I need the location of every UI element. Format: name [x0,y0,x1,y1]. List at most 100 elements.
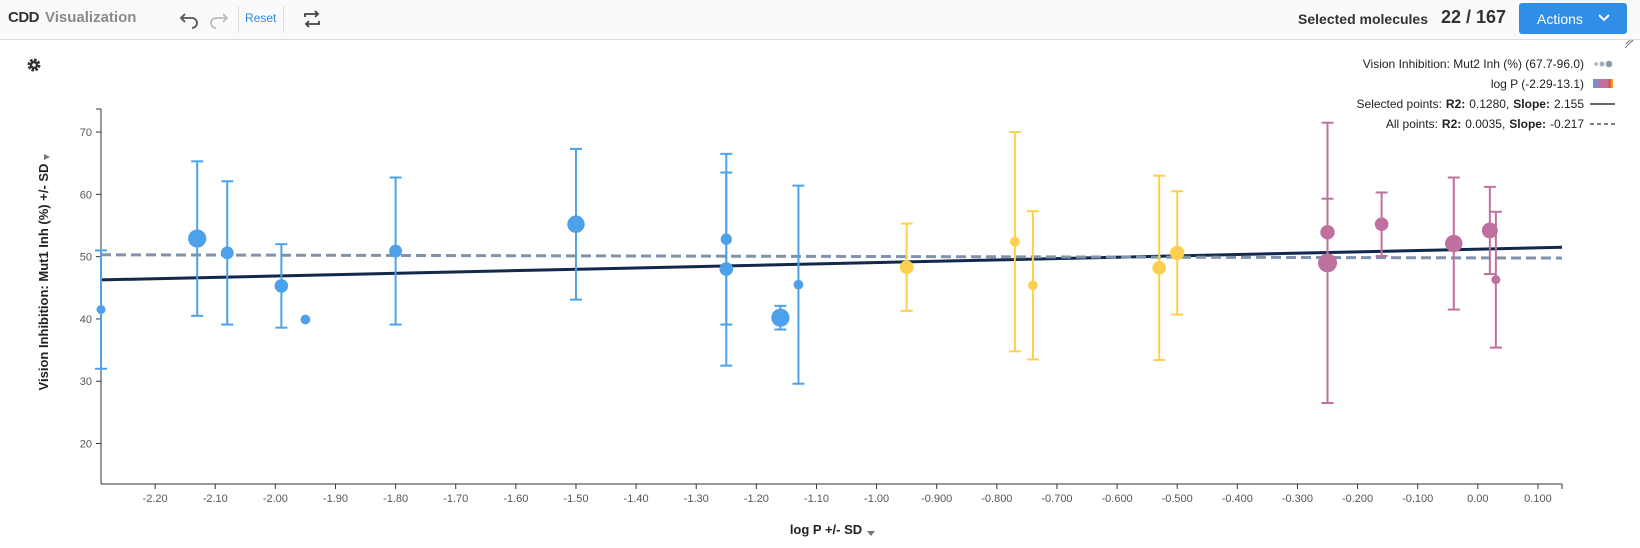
redo-button[interactable] [206,8,230,30]
swap-axes-button[interactable] [301,8,323,30]
point[interactable] [1028,280,1038,291]
chart: Vision Inhibition: Mut2 Inh (%) (67.7-96… [27,40,1634,537]
x-tick-label: -0.800 [981,493,1012,505]
actions-button[interactable]: Actions [1519,3,1627,34]
x-tick-label: -2.10 [203,493,228,505]
x-tick-label: -1.10 [804,493,829,505]
size-legend: Vision Inhibition: Mut2 Inh (%) (67.7-96… [1363,57,1584,71]
x-tick-label: 0.00 [1467,493,1488,505]
point[interactable] [1320,225,1335,240]
x-tick-label: 0.100 [1524,493,1552,505]
legend-dot [1594,62,1598,66]
r2-label: R2: [1446,97,1465,111]
point[interactable] [1445,234,1463,253]
point[interactable] [567,215,585,233]
slope-value: 2.155 [1554,97,1584,111]
x-tick-label: -1.90 [323,493,348,505]
separator [283,6,284,33]
point[interactable] [771,308,790,327]
point[interactable] [720,233,732,245]
fit-name: Selected points: [1357,97,1442,111]
point[interactable] [899,260,914,275]
regression-line [100,253,1563,260]
x-tick-label: -0.600 [1101,493,1132,505]
point[interactable] [1009,236,1020,247]
point[interactable] [300,314,311,325]
x-tick-label: -0.100 [1402,493,1433,505]
x-tick-label: -1.50 [563,493,588,505]
r2-value: 0.1280 [1469,97,1506,111]
x-tick-label: -0.700 [1041,493,1072,505]
slope-label: Slope: [1513,97,1550,111]
x-tick-label: -1.80 [383,493,408,505]
y-tick-label: 40 [80,314,92,326]
fit-legend: All points: R2: 0.0035, Slope: -0.217 [1386,117,1584,131]
legend-dot [1599,61,1605,67]
expand-icon[interactable] [1624,40,1634,49]
y-tick-label: 20 [80,439,92,451]
point[interactable] [1152,261,1166,275]
y-tick-label: 50 [80,252,92,264]
color-legend: log P (-2.29-13.1) [1491,77,1584,91]
swap-icon [304,10,320,28]
gear-teeth [27,58,41,72]
x-tick-label: -0.500 [1162,493,1193,505]
slope-label: Slope: [1509,117,1546,131]
separator: , [1506,97,1509,111]
x-tick-label: -0.900 [921,493,952,505]
r2-value: 0.0035 [1465,117,1502,131]
legend-dot [1605,60,1613,68]
x-tick-label: -1.20 [744,493,769,505]
point[interactable] [719,262,734,276]
separator [238,6,239,33]
point[interactable] [1318,253,1338,273]
undo-button[interactable] [178,8,202,30]
color-scale [1593,79,1613,88]
y-tick-label: 70 [80,127,92,139]
point[interactable] [1491,275,1501,285]
fit-name: All points: [1386,117,1438,131]
undo-icon [179,13,198,29]
separator: , [1502,117,1505,131]
selected-count: 22 / 167 [1440,7,1506,27]
y-tick-label: 60 [80,189,92,201]
x-axis-caret[interactable] [867,531,875,536]
reset-button[interactable]: Reset [245,11,277,25]
point[interactable] [1481,222,1498,239]
x-tick-label: -0.200 [1342,493,1373,505]
x-tick-label: -1.30 [684,493,709,505]
point[interactable] [96,305,106,315]
selected-label: Selected molecules [1298,11,1428,27]
app-name: Visualization [45,9,137,26]
x-tick-label: -1.70 [443,493,468,505]
r2-label: R2: [1442,117,1461,131]
slope-value: -0.217 [1550,117,1584,131]
regression-line [100,245,1563,282]
redo-icon [210,13,229,29]
point[interactable] [793,279,804,290]
point[interactable] [389,244,403,258]
y-axis-title[interactable]: Vision Inhibition: Mut1 Inh (%) +/- SD [36,164,51,391]
caret-icon [1598,14,1610,22]
toolbar: CDD Visualization Reset Selected molecul… [0,0,1640,40]
x-tick-label: -1.00 [864,493,889,505]
fit-legend: Selected points: R2: 0.1280, Slope: 2.155 [1357,97,1585,111]
x-tick-label: -0.400 [1222,493,1253,505]
settings-button[interactable] [27,58,41,72]
x-axis-title[interactable]: log P +/- SD [790,522,862,537]
x-tick-label: -1.60 [503,493,528,505]
actions-label: Actions [1537,11,1583,27]
y-axis-caret[interactable] [44,154,50,160]
point[interactable] [188,229,207,248]
x-tick-label: -0.300 [1282,493,1313,505]
logo: CDD [8,9,40,26]
y-tick-label: 30 [80,376,92,388]
gear-hole [32,63,36,67]
x-tick-label: -1.40 [624,493,649,505]
point[interactable] [220,246,234,260]
point[interactable] [1374,217,1389,232]
point[interactable] [274,279,289,293]
x-tick-label: -2.00 [263,493,288,505]
point[interactable] [1170,245,1185,261]
